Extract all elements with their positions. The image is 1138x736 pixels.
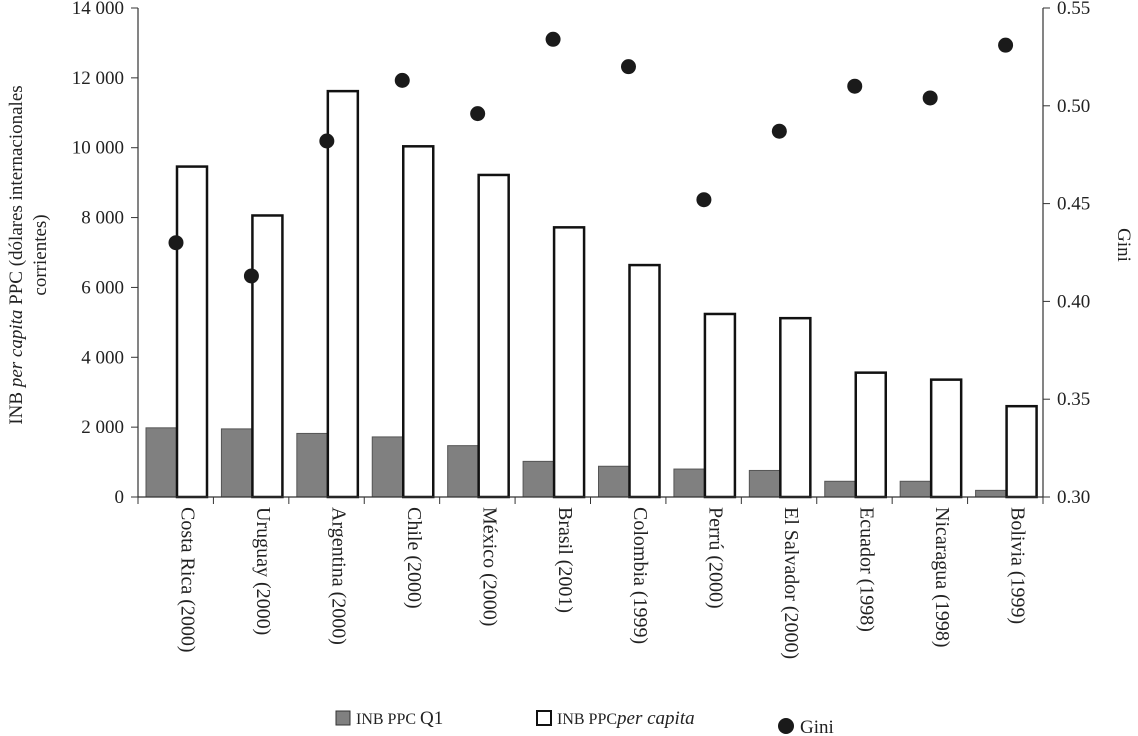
gini-point [771,123,787,139]
bar-per-capita [552,226,586,499]
bar-q1 [899,480,932,498]
gini-point [394,72,410,88]
y-left-tick-label: 12 000 [72,68,124,89]
gini-point [847,78,863,94]
category-label: Perrú (2000) [705,507,727,609]
bar-q1 [824,480,857,498]
bar-q1 [447,445,480,498]
bar-per-capita [326,89,360,499]
bar-q1 [522,460,555,498]
y-left-tick-label: 0 [115,487,125,508]
bar-q1 [145,427,178,498]
legend-label-q1: INB PPC Q1 [356,708,443,729]
y-axis-left-title-line2: corrientes) [30,214,51,295]
y-left-tick-label: 6 000 [81,277,124,298]
y-left-tick-label: 8 000 [81,208,124,229]
y-right-tick-label: 0.40 [1057,291,1090,312]
legend-label-gini: Gini [800,717,834,736]
gini-point [319,133,335,149]
bar-q1 [673,468,706,498]
category-label: Ecuador (1998) [855,507,877,632]
bar-per-capita [854,371,887,499]
bar-per-capita [251,214,284,499]
category-label: Uruguay (2000) [252,507,274,635]
category-label: Colombia (1999) [629,507,651,644]
bar-q1 [220,428,253,498]
y-left-tick-label: 4 000 [81,347,124,368]
bar-per-capita [628,263,661,499]
legend-swatch-pc [536,710,552,726]
gini-point [168,235,184,251]
category-label: Nicaragua (1998) [931,507,953,648]
bar-per-capita [1005,404,1038,499]
category-label: Argentina (2000) [328,507,350,645]
bar-q1 [975,489,1008,498]
category-label: El Salvador (2000) [780,507,802,659]
category-label: México (2000) [478,507,500,626]
bar-q1 [371,436,404,498]
y-axis-right-title: Gini [1113,228,1134,262]
y-left-tick-label: 2 000 [81,417,124,438]
labels: Costa Rica (2000) Uruguay (2000) Argentina… [72,0,1091,659]
bar-per-capita [703,312,737,499]
y-left-tick-label: 10 000 [72,138,124,159]
gini-point [922,90,938,106]
gini-point [998,37,1014,53]
legend: INB PPC Q1 INB PPCper capita Gini [335,708,834,736]
bar-q1 [748,469,781,498]
y-right-tick-label: 0.45 [1057,194,1090,215]
bar-per-capita [779,316,812,499]
y-right-tick-label: 0.35 [1057,389,1090,410]
plot-area [145,31,1038,499]
category-label: Brasil (2001) [554,507,576,613]
legend-marker-gini [778,718,794,734]
bar-q1 [296,432,329,498]
y-left-tick-label: 14 000 [72,0,124,19]
legend-swatch-q1 [335,710,351,726]
category-label: Costa Rica (2000) [177,507,199,653]
category-label: Chile (2000) [403,507,425,609]
y-axis-left-title: INB per capita PPC (dólares internaciona… [6,85,27,424]
axes [131,7,1050,504]
gini-point [470,106,486,122]
gini-point [545,31,561,47]
bar-per-capita [175,165,209,499]
bar-per-capita [477,173,510,499]
gini-point [696,192,712,208]
category-label: Bolivia (1999) [1006,507,1028,624]
y-right-tick-label: 0.55 [1057,0,1090,19]
y-right-tick-label: 0.30 [1057,487,1090,508]
bar-q1 [598,465,630,498]
gini-point [621,59,636,75]
bar-per-capita [929,378,963,499]
bar-per-capita [402,145,435,499]
y-right-tick-label: 0.50 [1057,96,1090,117]
legend-label-pc: INB PPCper capita [557,708,695,729]
gini-point [243,268,259,284]
